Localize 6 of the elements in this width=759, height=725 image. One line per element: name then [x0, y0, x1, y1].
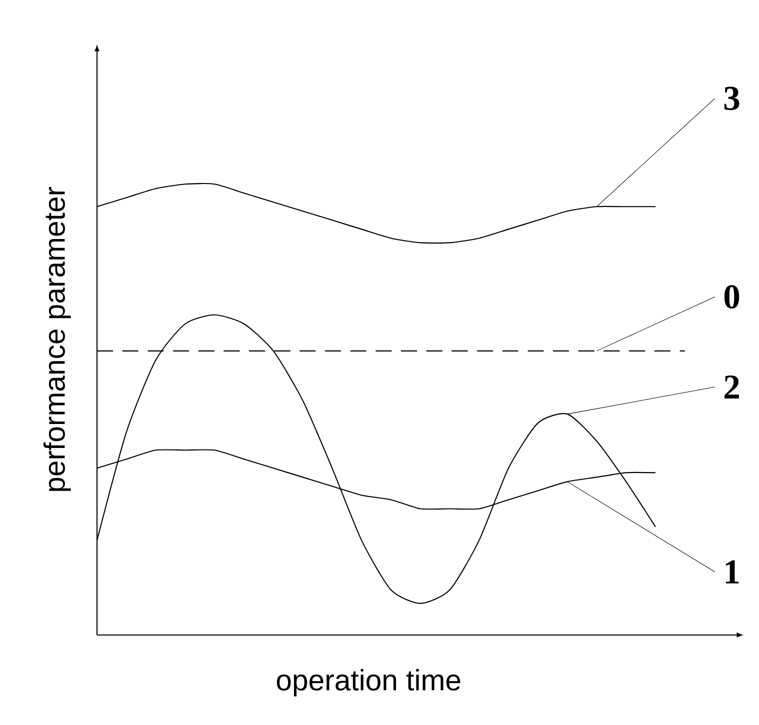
legend-label: 2: [724, 376, 739, 398]
text: 1: [726, 560, 739, 584]
x-axis-title: operation time: [276, 669, 460, 696]
y-axis-title: performance parameter: [43, 186, 71, 492]
text: 3: [724, 86, 740, 110]
series-label: 0: [724, 285, 740, 309]
